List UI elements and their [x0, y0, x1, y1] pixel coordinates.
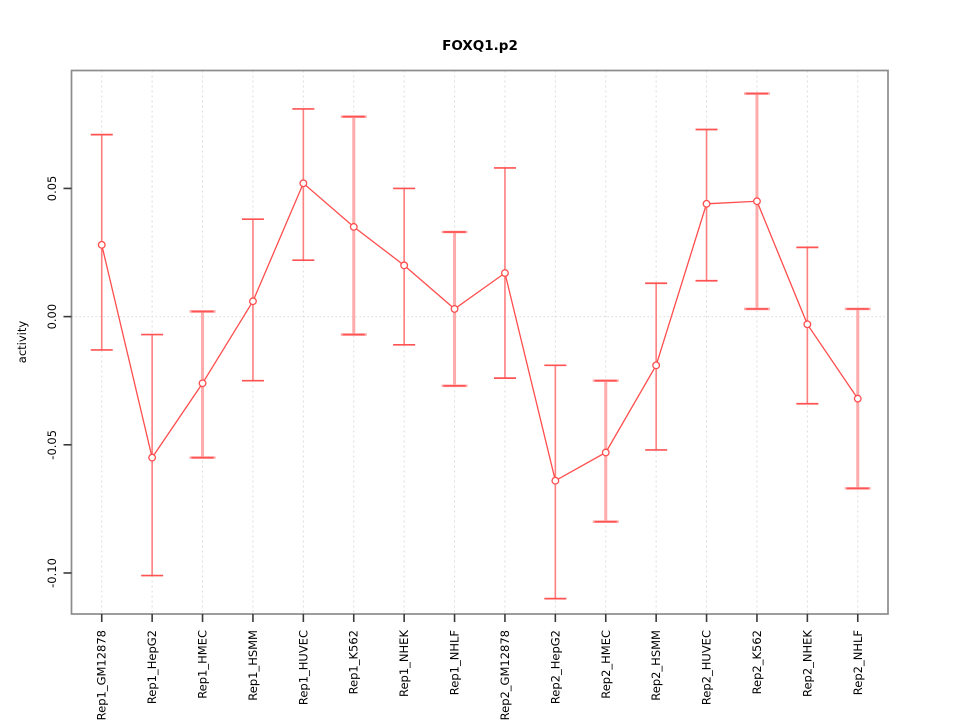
- y-tick-label: 0.00: [45, 304, 59, 330]
- y-axis-label: activity: [15, 321, 29, 364]
- y-tick-label: -0.05: [45, 430, 59, 460]
- x-tick-label: Rep1_HMEC: [196, 630, 210, 699]
- data-point: [753, 197, 761, 206]
- data-point: [349, 222, 358, 231]
- data-point: [652, 361, 661, 370]
- x-tick-label: Rep1_HSMM: [246, 630, 260, 701]
- data-point: [501, 269, 509, 277]
- x-tick-label: Rep2_NHEK: [800, 630, 814, 697]
- x-tick-label: Rep1_HUVEC: [296, 630, 310, 705]
- data-point: [299, 179, 308, 188]
- data-layer: [90, 92, 871, 600]
- chart-title: FOXQ1.p2: [442, 38, 518, 54]
- y-tick-label: 0.05: [45, 176, 59, 202]
- data-point: [400, 261, 409, 270]
- plot-frame: [70, 69, 889, 615]
- data-point: [198, 379, 207, 388]
- axes-layer: 0.05 0.00 -0.05 -0.10 Rep1_GM12878 Rep1_HepG2…: [45, 69, 889, 720]
- data-point: [97, 240, 106, 249]
- gridlines-layer: [71, 70, 888, 614]
- x-tick-label: Rep1_NHEK: [397, 630, 411, 697]
- data-point: [601, 448, 610, 457]
- x-tick-label: Rep2_GM12878: [498, 630, 512, 720]
- data-point: [702, 199, 711, 208]
- x-tick-label: Rep1_NHLF: [448, 630, 462, 695]
- data-point: [450, 304, 459, 313]
- x-tick-label: Rep2_HUVEC: [700, 630, 714, 705]
- data-point: [853, 394, 862, 403]
- y-tick-label: -0.10: [45, 558, 59, 588]
- series-line: [101, 182, 859, 482]
- x-tick-label: Rep2_HSMM: [649, 630, 663, 701]
- data-point: [148, 453, 157, 462]
- data-point: [551, 476, 560, 485]
- x-tick-label: Rep2_HepG2: [548, 630, 562, 704]
- x-tick-label: Rep2_HMEC: [599, 630, 613, 699]
- x-tick-label: Rep1_K562: [347, 630, 361, 694]
- x-tick-label: Rep1_HepG2: [145, 630, 159, 704]
- data-point: [248, 297, 257, 306]
- x-tick-label: Rep2_K562: [750, 630, 764, 694]
- data-point: [803, 320, 812, 329]
- x-tick-label: Rep1_GM12878: [95, 630, 109, 720]
- x-tick-label: Rep2_NHLF: [851, 630, 865, 695]
